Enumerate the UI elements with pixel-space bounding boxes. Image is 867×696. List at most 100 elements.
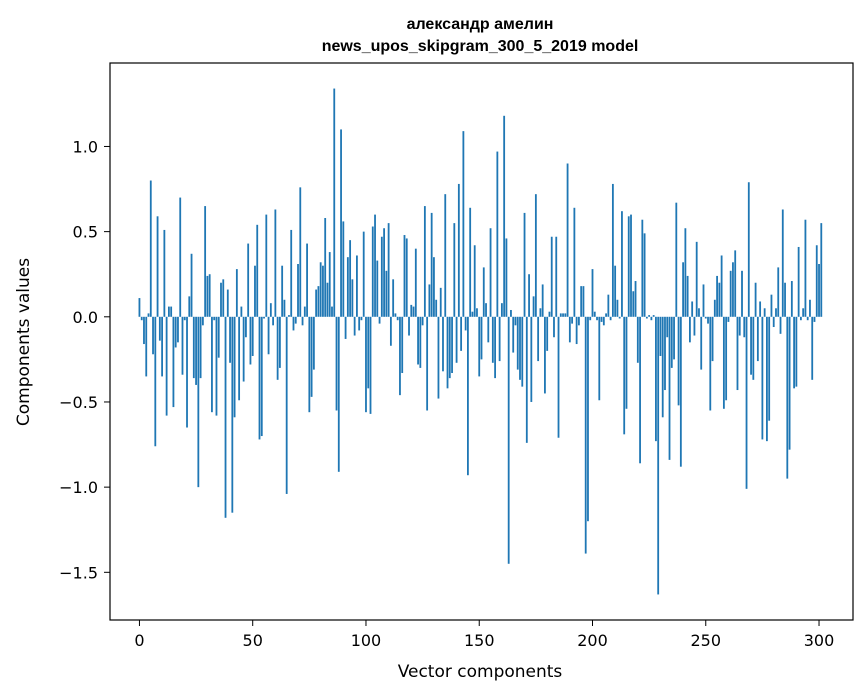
bar-260 — [727, 316, 730, 322]
bar-213 — [621, 211, 623, 317]
bar-104 — [374, 214, 376, 317]
bar-160 — [500, 303, 503, 317]
bar-287 — [788, 316, 791, 450]
bar-156 — [491, 316, 494, 363]
bar-221 — [639, 316, 641, 464]
bar-278 — [768, 316, 771, 421]
bar-237 — [675, 202, 678, 317]
bar-169 — [521, 316, 524, 387]
bar-102 — [369, 316, 372, 414]
bar-195 — [580, 286, 583, 317]
bar-253 — [711, 316, 714, 362]
bar-92 — [346, 257, 349, 317]
bar-60 — [274, 209, 277, 317]
bar-113 — [394, 313, 397, 317]
bar-126 — [423, 206, 426, 317]
bar-264 — [736, 316, 739, 391]
bar-256 — [718, 282, 721, 317]
bar-188 — [564, 313, 567, 317]
bar-229 — [657, 316, 660, 595]
bar-181 — [548, 311, 551, 317]
bar-18 — [179, 197, 182, 317]
bar-211 — [616, 299, 619, 317]
bar-151 — [480, 316, 483, 360]
bar-257 — [720, 255, 723, 317]
bar-21 — [186, 316, 188, 428]
bar-98 — [360, 316, 363, 321]
bar-12 — [165, 316, 168, 416]
bar-116 — [401, 316, 404, 374]
bar-274 — [759, 301, 762, 317]
bar-30 — [206, 275, 209, 317]
bar-220 — [636, 316, 639, 363]
bar-236 — [673, 316, 675, 360]
bar-299 — [815, 245, 818, 317]
bar-63 — [281, 265, 284, 317]
bar-72 — [301, 316, 304, 326]
bar-184 — [555, 236, 558, 317]
bar-38 — [224, 316, 227, 518]
x-tick-label: 50 — [243, 631, 263, 650]
bar-239 — [679, 316, 682, 467]
bar-68 — [292, 316, 295, 331]
bar-261 — [729, 270, 732, 317]
bar-39 — [226, 289, 229, 317]
bar-123 — [417, 316, 419, 365]
bar-199 — [589, 316, 592, 321]
bar-200 — [591, 269, 594, 317]
bar-175 — [534, 194, 537, 317]
x-axis-label: Vector components — [398, 662, 563, 682]
bar-252 — [709, 316, 712, 411]
bar-36 — [220, 282, 222, 317]
bar-168 — [519, 316, 521, 380]
bar-54 — [260, 316, 263, 437]
bar-91 — [344, 316, 347, 339]
bar-44 — [238, 316, 241, 401]
bar-152 — [482, 267, 485, 317]
bar-41 — [231, 316, 234, 513]
bar-272 — [754, 282, 757, 317]
bar-76 — [310, 316, 313, 397]
bar-265 — [738, 316, 741, 336]
bar-40 — [229, 316, 231, 363]
bar-97 — [358, 316, 361, 331]
bar-153 — [485, 303, 487, 317]
bar-170 — [523, 212, 526, 317]
bar-275 — [761, 316, 764, 440]
x-tick-label: 200 — [577, 631, 608, 650]
bar-37 — [222, 279, 225, 317]
bar-51 — [254, 265, 256, 317]
bar-131 — [435, 299, 438, 317]
bar-271 — [752, 316, 755, 380]
bar-233 — [666, 316, 669, 338]
bar-149 — [476, 308, 478, 317]
bar-207 — [607, 294, 610, 317]
bar-119 — [408, 316, 410, 336]
bar-248 — [700, 316, 703, 370]
bar-249 — [702, 284, 705, 317]
bar-16 — [174, 316, 177, 348]
bar-187 — [562, 313, 564, 317]
bar-293 — [802, 308, 805, 317]
bar-246 — [695, 241, 698, 317]
bar-254 — [713, 299, 716, 317]
bar-2 — [143, 316, 145, 345]
bar-273 — [756, 316, 759, 362]
bar-210 — [614, 265, 617, 317]
bar-64 — [283, 299, 286, 317]
bar-4 — [147, 313, 150, 317]
bar-120 — [410, 304, 413, 317]
bar-111 — [389, 316, 392, 346]
bar-182 — [550, 236, 553, 317]
bar-280 — [772, 316, 775, 328]
bar-202 — [596, 316, 598, 321]
bar-150 — [478, 316, 481, 377]
bar-56 — [265, 214, 268, 317]
chart-subtitle: news_upos_skipgram_300_5_2019 model — [322, 38, 639, 55]
bar-269 — [747, 182, 750, 317]
bar-101 — [367, 316, 370, 389]
bar-300 — [818, 264, 820, 317]
bar-29 — [204, 206, 207, 317]
bar-15 — [172, 316, 175, 408]
bar-158 — [496, 151, 499, 317]
